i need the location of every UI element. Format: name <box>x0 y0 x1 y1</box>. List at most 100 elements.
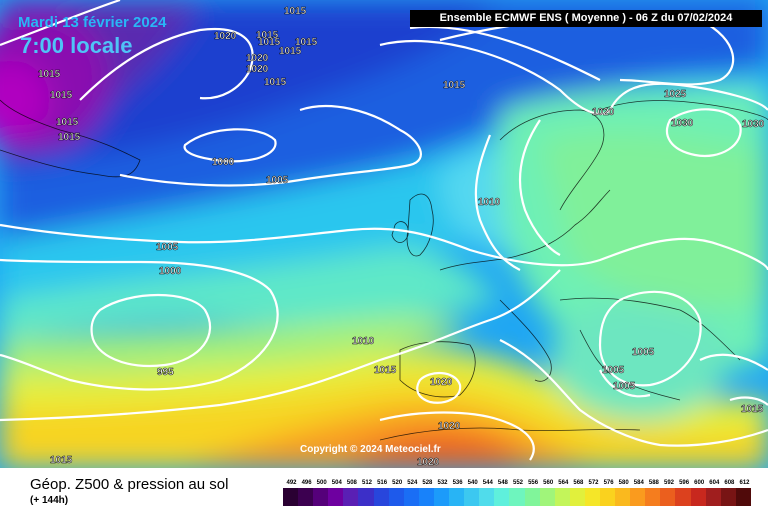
scale-label: 492 <box>286 480 297 486</box>
color-scale-bar <box>283 488 751 506</box>
legend-subtitle: (+ 144h) <box>30 495 69 506</box>
scale-swatch <box>494 488 510 506</box>
scale-label: 580 <box>618 480 629 486</box>
scale-label: 536 <box>452 480 463 486</box>
scale-label: 516 <box>377 480 388 486</box>
scale-label: 496 <box>301 480 312 486</box>
pressure-label: 1015 <box>56 117 79 128</box>
pressure-label: 995 <box>157 367 174 378</box>
scale-swatch <box>464 488 480 506</box>
scale-swatch <box>569 488 585 506</box>
scale-label: 604 <box>709 480 720 486</box>
scale-swatch <box>690 488 706 506</box>
pressure-label: 1015 <box>264 77 287 88</box>
scale-label: 556 <box>528 480 539 486</box>
scale-label: 600 <box>694 480 705 486</box>
pressure-label: 1015 <box>50 90 73 101</box>
pressure-label: 1020 <box>246 64 269 75</box>
weather-map: 1015 1015 1020 1015 1015 1015 1020 1020 … <box>0 0 768 468</box>
scale-label: 520 <box>392 480 403 486</box>
color-scale-labels: 492 496 500 504 508 512 516 520 524 528 532 536 540 5… <box>283 468 753 486</box>
scale-swatch <box>524 488 540 506</box>
scale-label: 596 <box>679 480 690 486</box>
pressure-label: 1015 <box>58 132 81 143</box>
pressure-label: 1000 <box>159 266 182 277</box>
scale-label: 584 <box>633 480 644 486</box>
forecast-local-time: 7:00 locale <box>20 33 133 58</box>
pressure-label: 1030 <box>742 119 765 130</box>
pressure-label: 1005 <box>156 242 179 253</box>
scale-swatch <box>645 488 661 506</box>
isobars <box>0 0 768 461</box>
scale-label: 508 <box>346 480 357 486</box>
scale-swatch <box>599 488 616 506</box>
pressure-label: 1015 <box>295 37 318 48</box>
scale-swatch <box>373 488 389 506</box>
scale-label: 560 <box>543 480 554 486</box>
pressure-label: 1020 <box>246 53 269 64</box>
pressure-label: 1005 <box>613 381 636 392</box>
pressure-label: 1010 <box>478 197 501 208</box>
scale-label: 548 <box>497 480 508 486</box>
scale-swatch <box>720 488 736 506</box>
pressure-label: 1015 <box>258 37 281 48</box>
scale-swatch <box>554 488 570 506</box>
pressure-label: 1015 <box>741 404 764 415</box>
scale-label: 608 <box>724 480 735 486</box>
pressure-label: 1020 <box>592 107 615 118</box>
pressure-label: 1015 <box>443 80 466 91</box>
scale-label: 528 <box>422 480 433 486</box>
scale-swatch <box>328 488 344 506</box>
legend-panel: Géop. Z500 & pression au sol (+ 144h) 49… <box>0 468 768 512</box>
scale-swatch <box>433 488 450 506</box>
scale-label: 512 <box>361 480 372 486</box>
scale-swatch <box>449 488 465 506</box>
scale-label: 544 <box>482 480 493 486</box>
scale-swatch <box>283 488 299 506</box>
pressure-label: 1020 <box>214 31 237 42</box>
pressure-label: 1010 <box>352 336 375 347</box>
scale-swatch <box>298 488 314 506</box>
scale-label: 500 <box>316 480 327 486</box>
pressure-label: 1005 <box>632 347 655 358</box>
pressure-label: 1030 <box>671 118 694 129</box>
pressure-label: 1025 <box>664 89 687 100</box>
scale-swatch <box>418 488 434 506</box>
pressure-label: 1005 <box>602 365 625 376</box>
pressure-label: 1015 <box>374 365 397 376</box>
pressure-label: 1000 <box>212 157 235 168</box>
scale-label: 504 <box>331 480 342 486</box>
scale-label: 568 <box>573 480 584 486</box>
scale-label: 524 <box>407 480 418 486</box>
scale-label: 564 <box>558 480 569 486</box>
scale-label: 552 <box>512 480 523 486</box>
scale-swatch <box>630 488 646 506</box>
scale-swatch <box>388 488 404 506</box>
pressure-label: 1015 <box>38 69 61 80</box>
pressure-label: 1020 <box>430 377 453 388</box>
scale-label: 540 <box>467 480 478 486</box>
copyright-text: Copyright © 2024 Meteociel.fr <box>300 444 441 455</box>
model-info-banner: Ensemble ECMWF ENS ( Moyenne ) - 06 Z du… <box>410 10 762 27</box>
pressure-label: 1015 <box>256 30 279 41</box>
pressure-label: 1015 <box>279 46 302 57</box>
scale-swatch <box>509 488 525 506</box>
forecast-date: Mardi 13 février 2024 <box>18 14 167 31</box>
scale-label: 612 <box>739 480 750 486</box>
pressure-labels: 1015 1015 1020 1015 1015 1015 1020 1020 … <box>38 6 765 468</box>
scale-swatch <box>403 488 419 506</box>
scale-swatch <box>539 488 555 506</box>
pressure-label: 1015 <box>50 455 73 466</box>
scale-label: 588 <box>648 480 659 486</box>
scale-label: 576 <box>603 480 614 486</box>
scale-label: 532 <box>437 480 448 486</box>
scale-swatch <box>313 488 329 506</box>
scale-swatch <box>615 488 631 506</box>
legend-title: Géop. Z500 & pression au sol <box>30 476 229 493</box>
scale-label: 592 <box>663 480 674 486</box>
scale-label: 572 <box>588 480 599 486</box>
scale-swatch <box>705 488 721 506</box>
scale-swatch <box>675 488 691 506</box>
scale-swatch <box>358 488 374 506</box>
